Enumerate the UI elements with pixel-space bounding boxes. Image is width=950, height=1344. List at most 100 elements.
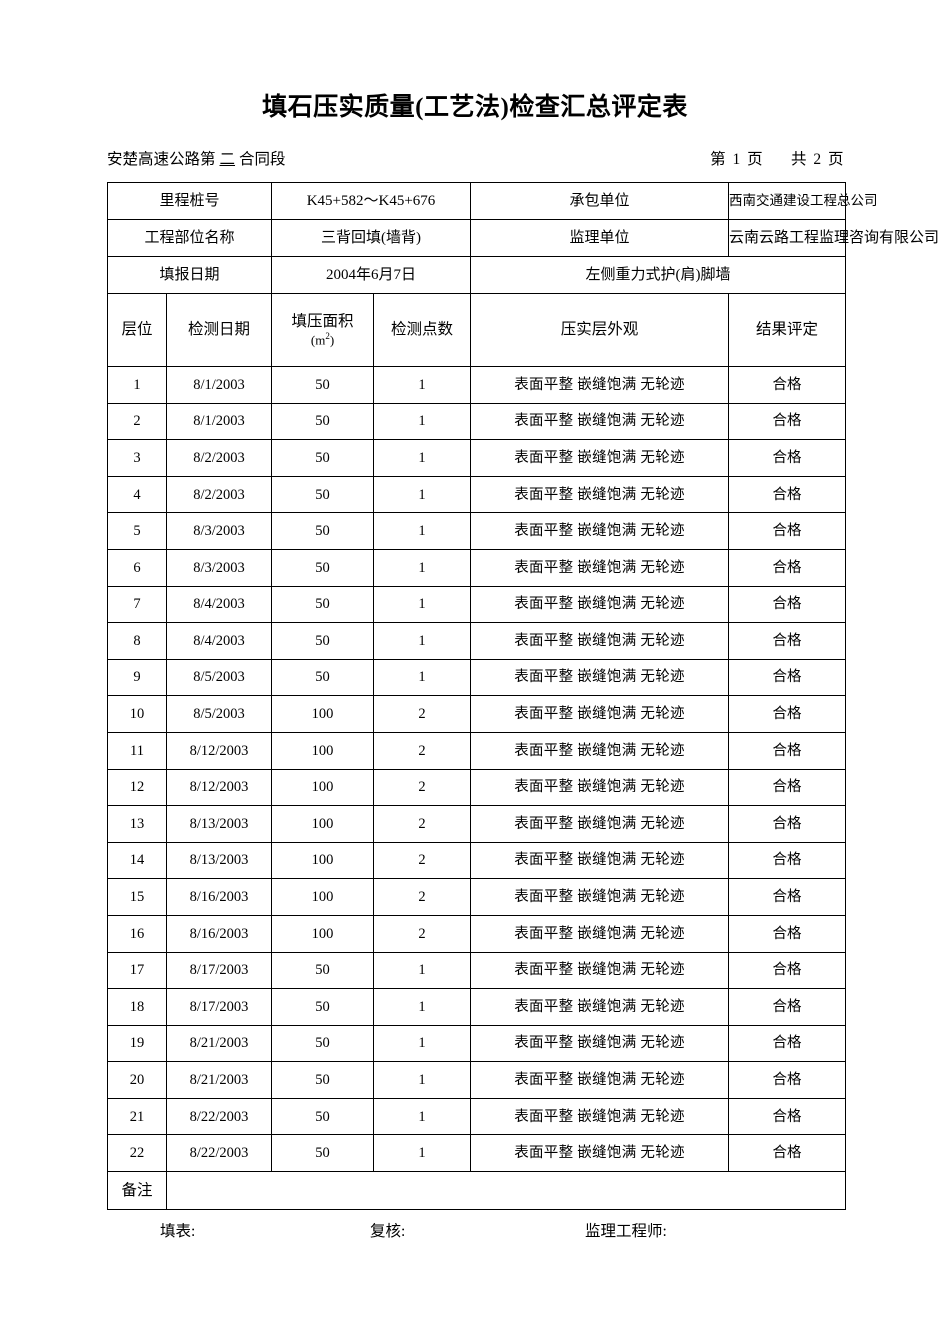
test-date-cell: 8/2/2003 [165, 475, 273, 514]
result-cell: 合格 [728, 585, 847, 624]
points-cell: 2 [373, 731, 472, 770]
appearance-cell: 表面平整 嵌缝饱满 无轮迹 [470, 548, 730, 587]
area-cell: 50 [271, 622, 375, 660]
result-cell: 合格 [728, 805, 847, 843]
area-cell: 50 [271, 1134, 375, 1173]
appearance-cell: 表面平整 嵌缝饱满 无轮迹 [470, 658, 730, 697]
points-cell: 1 [373, 1024, 472, 1063]
result-cell: 合格 [728, 402, 847, 441]
subheader: 安楚高速公路第二合同段 第 1 页 共 2 页 [107, 148, 845, 172]
remark-value[interactable] [165, 1171, 847, 1211]
appearance-cell: 表面平整 嵌缝饱满 无轮迹 [470, 1024, 730, 1063]
layer-cell: 13 [107, 805, 167, 843]
table-row: 8 8/4/2003 50 1 表面平整 嵌缝饱满 无轮迹 合格 [107, 622, 847, 660]
layer-cell: 21 [107, 1097, 167, 1136]
table-row: 11 8/12/2003 100 2 表面平整 嵌缝饱满 无轮迹 合格 [107, 731, 847, 770]
table-row: 15 8/16/2003 100 2 表面平整 嵌缝饱满 无轮迹 合格 [107, 878, 847, 916]
test-date-cell: 8/17/2003 [165, 988, 273, 1026]
table-row: 12 8/12/2003 100 2 表面平整 嵌缝饱满 无轮迹 合格 [107, 768, 847, 807]
layer-cell: 4 [107, 475, 167, 514]
area-cell: 50 [271, 548, 375, 587]
result-cell: 合格 [728, 658, 847, 697]
contractor-value: 西南交通建设工程总公司 [728, 182, 878, 220]
supervisor-label: 监理单位 [470, 219, 730, 257]
table-row: 16 8/16/2003 100 2 表面平整 嵌缝饱满 无轮迹 合格 [107, 914, 847, 953]
column-header-area-unit: (m2) [272, 331, 373, 348]
appearance-cell: 表面平整 嵌缝饱满 无轮迹 [470, 841, 730, 880]
points-cell: 1 [373, 548, 472, 587]
layer-cell: 7 [107, 585, 167, 624]
layer-cell: 12 [107, 768, 167, 807]
contract-suffix: 合同段 [239, 151, 286, 168]
result-cell: 合格 [728, 475, 847, 514]
area-cell: 50 [271, 512, 375, 550]
layer-cell: 3 [107, 439, 167, 477]
test-date-cell: 8/13/2003 [165, 805, 273, 843]
points-cell: 1 [373, 622, 472, 660]
points-cell: 1 [373, 658, 472, 697]
table-row: 7 8/4/2003 50 1 表面平整 嵌缝饱满 无轮迹 合格 [107, 585, 847, 624]
appearance-cell: 表面平整 嵌缝饱满 无轮迹 [470, 951, 730, 990]
page-indicator: 第 1 页 共 2 页 [710, 148, 845, 172]
area-cell: 50 [271, 1061, 375, 1099]
layer-cell: 11 [107, 731, 167, 770]
points-cell: 2 [373, 914, 472, 953]
result-cell: 合格 [728, 512, 847, 550]
points-cell: 1 [373, 1061, 472, 1099]
structure-value: 左侧重力式护(肩)脚墙 [470, 256, 847, 294]
table-row: 22 8/22/2003 50 1 表面平整 嵌缝饱满 无轮迹 合格 [107, 1134, 847, 1173]
layer-cell: 19 [107, 1024, 167, 1063]
supervisor-value: 云南云路工程监理咨询有限公司 [728, 219, 939, 257]
report-date-value: 2004年6月7日 [271, 256, 472, 294]
table-row: 17 8/17/2003 50 1 表面平整 嵌缝饱满 无轮迹 合格 [107, 951, 847, 990]
test-date-cell: 8/12/2003 [165, 768, 273, 807]
test-date-cell: 8/12/2003 [165, 731, 273, 770]
layer-cell: 14 [107, 841, 167, 880]
points-cell: 2 [373, 805, 472, 843]
table-row: 6 8/3/2003 50 1 表面平整 嵌缝饱满 无轮迹 合格 [107, 548, 847, 587]
appearance-cell: 表面平整 嵌缝饱满 无轮迹 [470, 768, 730, 807]
test-date-cell: 8/4/2003 [165, 622, 273, 660]
result-cell: 合格 [728, 951, 847, 990]
area-cell: 100 [271, 805, 375, 843]
area-cell: 100 [271, 914, 375, 953]
test-date-cell: 8/17/2003 [165, 951, 273, 990]
test-date-cell: 8/1/2003 [165, 366, 273, 404]
points-cell: 2 [373, 768, 472, 807]
page-title: 填石压实质量(工艺法)检查汇总评定表 [262, 94, 688, 121]
area-cell: 50 [271, 1097, 375, 1136]
points-cell: 1 [373, 1134, 472, 1173]
area-cell: 50 [271, 366, 375, 404]
test-date-cell: 8/21/2003 [165, 1024, 273, 1063]
points-cell: 1 [373, 366, 472, 404]
area-cell: 50 [271, 475, 375, 514]
layer-cell: 5 [107, 512, 167, 550]
layer-cell: 2 [107, 402, 167, 441]
result-cell: 合格 [728, 1097, 847, 1136]
test-date-cell: 8/13/2003 [165, 841, 273, 880]
area-cell: 50 [271, 988, 375, 1026]
info-row-report-date: 填报日期 2004年6月7日 左侧重力式护(肩)脚墙 [106, 256, 847, 294]
appearance-cell: 表面平整 嵌缝饱满 无轮迹 [470, 731, 730, 770]
table-body: 里程桩号 K45+582～K45+676 承包单位 西南交通建设工程总公司 工程… [106, 182, 939, 1211]
test-date-cell: 8/21/2003 [165, 1061, 273, 1099]
info-row-part: 工程部位名称 三背回填(墙背) 监理单位 云南云路工程监理咨询有限公司 [106, 219, 939, 257]
area-unit-sup: 2 [325, 331, 330, 342]
appearance-cell: 表面平整 嵌缝饱满 无轮迹 [470, 585, 730, 624]
layer-cell: 15 [107, 878, 167, 916]
appearance-cell: 表面平整 嵌缝饱满 无轮迹 [470, 1134, 730, 1173]
points-cell: 1 [373, 585, 472, 624]
table-row: 5 8/3/2003 50 1 表面平整 嵌缝饱满 无轮迹 合格 [107, 512, 847, 550]
column-header-points: 检测点数 [373, 293, 472, 367]
contract-section-line: 安楚高速公路第二合同段 [107, 148, 286, 172]
signature-line: 填表: 复核: 监理工程师: [107, 1219, 845, 1245]
table-row: 1 8/1/2003 50 1 表面平整 嵌缝饱满 无轮迹 合格 [107, 366, 847, 404]
layer-cell: 9 [107, 658, 167, 697]
result-cell: 合格 [728, 548, 847, 587]
appearance-cell: 表面平整 嵌缝饱满 无轮迹 [470, 366, 730, 404]
layer-cell: 18 [107, 988, 167, 1026]
test-date-cell: 8/3/2003 [165, 512, 273, 550]
appearance-cell: 表面平整 嵌缝饱满 无轮迹 [470, 475, 730, 514]
layer-cell: 6 [107, 548, 167, 587]
appearance-cell: 表面平整 嵌缝饱满 无轮迹 [470, 402, 730, 441]
